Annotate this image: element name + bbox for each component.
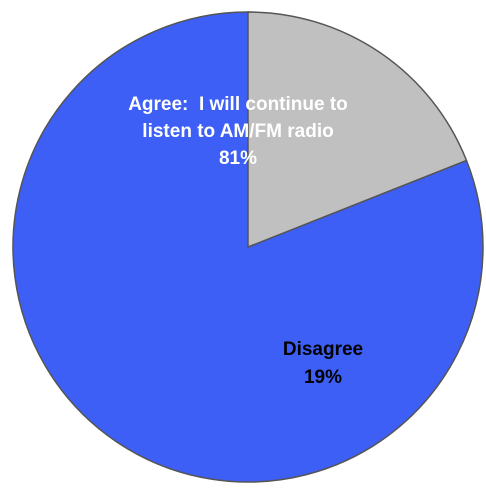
slice-value-label: 81% (219, 148, 257, 169)
slice-category-label: listen to AM/FM radio (142, 121, 333, 142)
slice-value-label: 19% (304, 367, 342, 388)
slice-category-label: Agree: I will continue to (128, 94, 348, 115)
pie-labels: Agree: I will continue to listen to AM/FM… (128, 94, 363, 388)
slice-category-label: Disagree (283, 339, 363, 360)
pie-slice-disagree (247, 11, 468, 249)
pie-slices (12, 11, 484, 483)
slice-label-disagree: Disagree 19% (283, 339, 363, 388)
slice-label-agree: Agree: I will continue to listen to AM/FM… (128, 94, 348, 169)
